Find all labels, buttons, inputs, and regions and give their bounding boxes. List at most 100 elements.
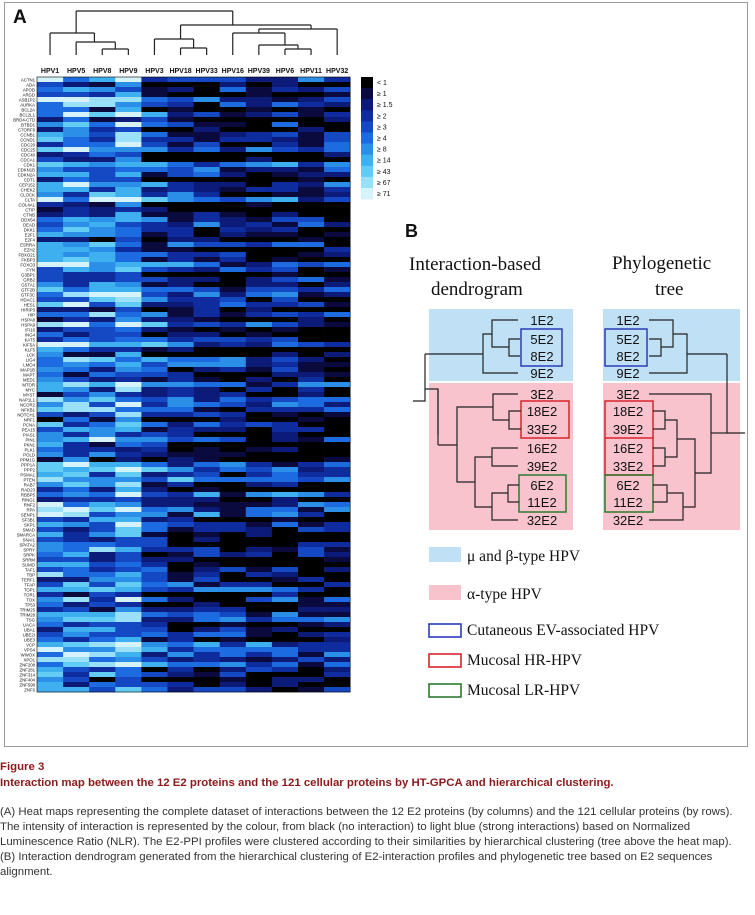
heatmap-cell [193, 622, 220, 628]
heatmap-cell [324, 612, 351, 618]
heatmap-cell [141, 232, 168, 238]
heatmap-cell [271, 447, 299, 453]
heatmap-cell [115, 422, 142, 428]
heatmap-cell [298, 477, 325, 483]
heatmap-cell [37, 362, 64, 368]
heatmap-cell [245, 202, 273, 208]
heatmap-cell [167, 447, 194, 453]
heatmap-cell [115, 382, 142, 388]
row-label: SUMO [22, 562, 36, 567]
heatmap-cell [245, 447, 273, 453]
figure-title: Interaction map between the 12 E2 protei… [0, 777, 614, 789]
heatmap-cell [141, 267, 168, 273]
heatmap-cell [37, 337, 64, 343]
heatmap-cell [63, 297, 90, 303]
figure-canvas: A HPV1 HPV5 HPV8 HPV9 HPV3 HPV18 HPV33 HPV16 HPV… [13, 7, 745, 699]
heatmap-cell [245, 122, 273, 128]
heatmap-cell [89, 507, 116, 513]
heatmap-cell [193, 567, 220, 573]
heatmap-cell [37, 642, 64, 648]
heatmap-cell [37, 457, 64, 463]
heatmap-cell [245, 307, 273, 313]
heatmap-cell [37, 97, 64, 103]
heatmap-cell [115, 417, 142, 423]
heatmap-cell [245, 562, 273, 568]
heatmap-cell [115, 337, 142, 343]
heatmap-cell [115, 602, 142, 608]
heatmap-cell [298, 562, 325, 568]
heatmap-cell [63, 427, 90, 433]
heatmap-cell [37, 637, 64, 643]
heatmap-cell [141, 387, 168, 393]
heatmap-cell [298, 122, 325, 128]
heatmap-cell [219, 497, 247, 503]
heatmap-cell [141, 172, 168, 178]
heatmap-cell [271, 407, 299, 413]
heatmap-cell [219, 642, 247, 648]
heatmap-cell [37, 597, 64, 603]
heatmap-cell [115, 497, 142, 503]
heatmap-cell [141, 272, 168, 278]
heatmap-cell [298, 452, 325, 458]
heatmap-cell [89, 167, 116, 173]
heatmap-cell [141, 77, 168, 83]
heatmap-cell [115, 392, 142, 398]
heatmap-cell [89, 457, 116, 463]
heatmap-cell [324, 512, 351, 518]
heatmap-cell [193, 512, 220, 518]
heatmap-cell [193, 532, 220, 538]
row-label: UBE3 [24, 637, 36, 642]
heatmap-cell [219, 437, 247, 443]
heatmap-cell [115, 402, 142, 408]
heatmap-cell [63, 457, 90, 463]
heatmap-cell [115, 487, 142, 493]
heatmap-cell [89, 102, 116, 108]
heatmap-cell [89, 307, 116, 313]
row-label: ZNF404 [19, 677, 35, 682]
heatmap-cell [245, 587, 273, 593]
heatmap-cell [167, 322, 194, 328]
heatmap-cell [141, 652, 168, 658]
heatmap-cell [324, 77, 351, 83]
heatmap-cell [245, 332, 273, 338]
heatmap-cell [271, 92, 299, 98]
heatmap-cell [245, 242, 273, 248]
heatmap-cell [271, 82, 299, 88]
heatmap-cell [271, 217, 299, 223]
heatmap-cell [245, 302, 273, 308]
heatmap-cell [271, 77, 299, 83]
heatmap-cell [219, 262, 247, 268]
heatmap-cell [219, 632, 247, 638]
heatmap-cell [245, 272, 273, 278]
heatmap-cell [63, 577, 90, 583]
heatmap-cell [115, 472, 142, 478]
heatmap-cell [89, 687, 116, 693]
heatmap-cell [298, 667, 325, 673]
heatmap-cell [219, 542, 247, 548]
heatmap-cell [141, 597, 168, 603]
heatmap-cell [115, 442, 142, 448]
heatmap-cell [63, 142, 90, 148]
heatmap-cell [245, 152, 273, 158]
legend-swatch [361, 110, 373, 122]
heatmap-cell [37, 467, 64, 473]
heatmap-cell [167, 667, 194, 673]
heatmap-cell [219, 427, 247, 433]
heatmap-cell [115, 552, 142, 558]
heatmap-cell [167, 132, 194, 138]
heatmap-cell [167, 182, 194, 188]
heatmap-cell [63, 487, 90, 493]
heatmap-cell [219, 337, 247, 343]
heatmap-cell [245, 82, 273, 88]
heatmap-cell [115, 252, 142, 258]
heatmap-cell [324, 127, 351, 133]
heatmap-cell [63, 222, 90, 228]
heatmap-cell [245, 642, 273, 648]
heatmap-cell [63, 107, 90, 113]
heatmap-cell [324, 687, 351, 693]
heatmap-cell [324, 327, 351, 333]
heatmap-cell [298, 342, 325, 348]
heatmap-cell [167, 142, 194, 148]
heatmap-cell [63, 687, 90, 693]
heatmap-cell [37, 192, 64, 198]
